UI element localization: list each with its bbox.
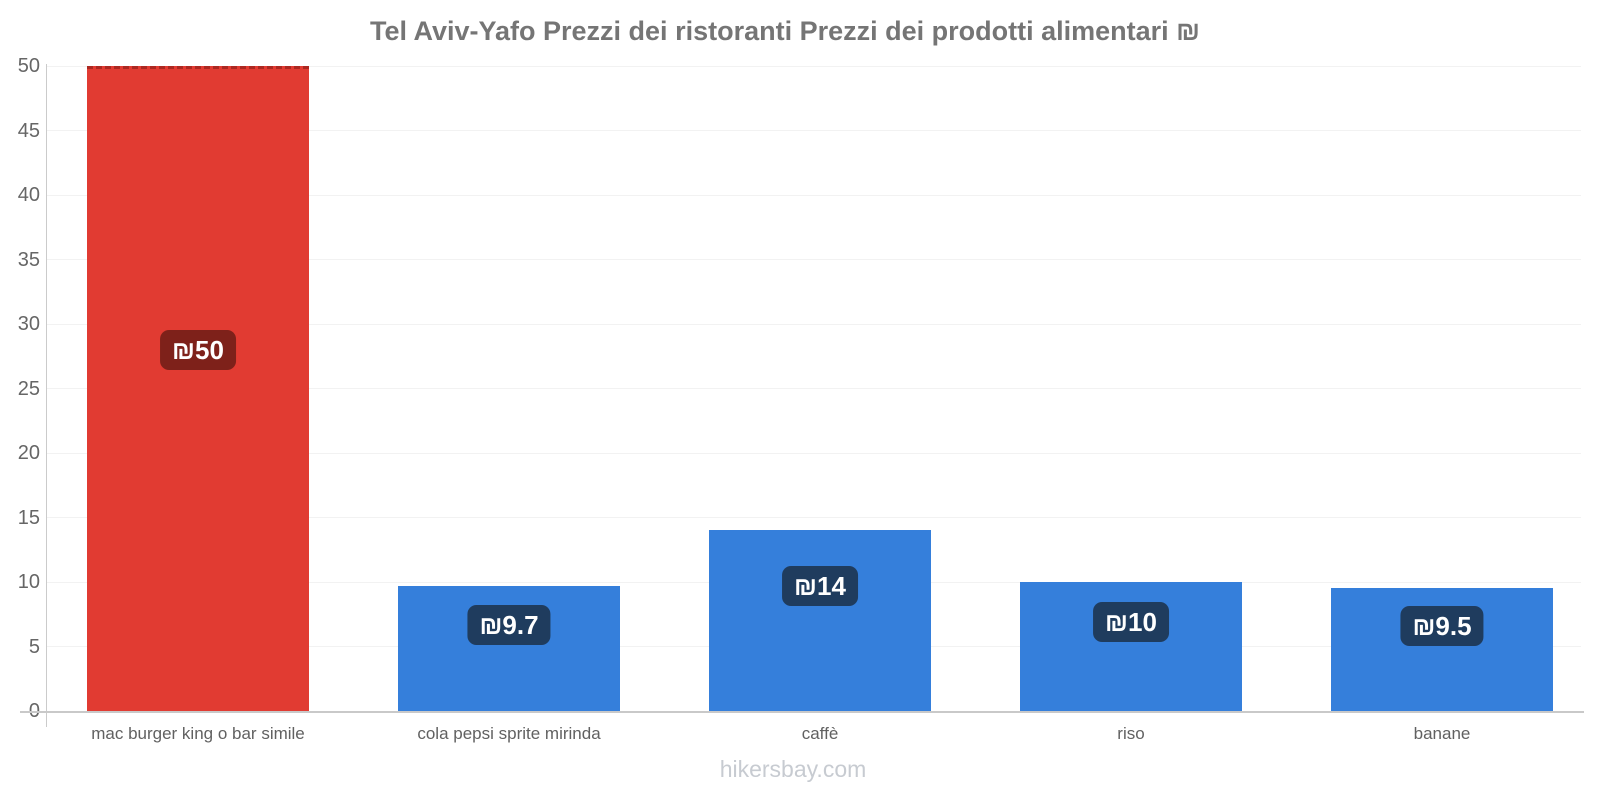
gridline bbox=[47, 130, 1581, 131]
x-axis-label-cola-pepsi-sprite-mirinda: cola pepsi sprite mirinda bbox=[417, 724, 601, 743]
gridline bbox=[47, 388, 1581, 389]
value-label-riso: ₪10 bbox=[1093, 601, 1169, 642]
gridline bbox=[47, 259, 1581, 260]
bar-caff[interactable] bbox=[709, 530, 931, 711]
y-tick-label: 40 bbox=[17, 184, 40, 206]
x-axis-line bbox=[20, 711, 1584, 713]
gridline bbox=[47, 65, 1581, 67]
y-tick-label: 30 bbox=[17, 313, 40, 335]
y-tick-label: 20 bbox=[17, 442, 40, 464]
value-label-caff: ₪14 bbox=[782, 566, 858, 607]
value-label-mac-burger-king-o-bar-simile: ₪50 bbox=[160, 329, 236, 370]
y-tick-label: 45 bbox=[17, 119, 40, 142]
y-tick-label: 50 bbox=[17, 55, 40, 77]
y-tick-label: 10 bbox=[17, 571, 40, 593]
value-label-cola-pepsi-sprite-mirinda: ₪9.7 bbox=[467, 604, 551, 645]
gridline bbox=[47, 517, 1581, 518]
gridline bbox=[47, 323, 1581, 325]
y-tick-label: 35 bbox=[17, 248, 40, 271]
x-axis-label-riso: riso bbox=[1117, 724, 1145, 743]
x-axis-label-mac-burger-king-o-bar-simile: mac burger king o bar simile bbox=[91, 724, 305, 743]
footer-watermark: hikersbay.com bbox=[719, 756, 867, 782]
x-axis-label-banane: banane bbox=[1413, 724, 1471, 743]
y-tick-label: 5 bbox=[28, 635, 40, 658]
y-axis-line bbox=[46, 64, 47, 727]
value-label-banane: ₪9.5 bbox=[1400, 606, 1484, 647]
x-axis-label-caff: caffè bbox=[801, 724, 839, 743]
chart-title: Tel Aviv-Yafo Prezzi dei ristoranti Prez… bbox=[369, 16, 1201, 46]
bar-mac-burger-king-o-bar-simile[interactable] bbox=[87, 66, 309, 711]
y-tick-label: 15 bbox=[17, 506, 40, 529]
y-tick-label: 25 bbox=[17, 377, 40, 400]
gridline bbox=[47, 452, 1581, 454]
gridline bbox=[47, 194, 1581, 196]
